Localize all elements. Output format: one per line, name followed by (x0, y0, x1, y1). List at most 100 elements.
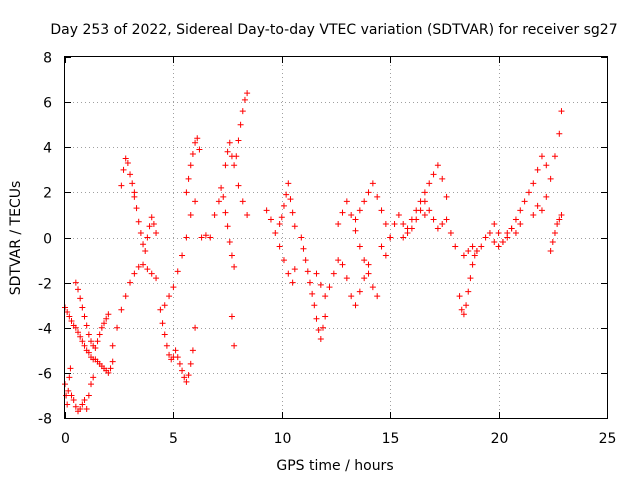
data-point (285, 180, 292, 187)
data-point (421, 189, 428, 196)
data-point (72, 279, 79, 286)
data-point (105, 311, 112, 318)
data-point (231, 263, 238, 270)
data-point (198, 234, 205, 241)
data-point (67, 365, 74, 372)
y-tick-label: 0 (43, 232, 52, 248)
data-point (68, 392, 75, 399)
data-point (547, 175, 554, 182)
data-point (142, 248, 149, 255)
data-point (235, 137, 242, 144)
data-point (408, 216, 415, 223)
data-point (189, 151, 196, 158)
data-point (96, 331, 103, 338)
data-point (172, 347, 179, 354)
data-point (272, 229, 279, 236)
data-point (233, 153, 240, 160)
series-19 (378, 198, 428, 259)
series-1 (62, 365, 97, 415)
data-point (276, 243, 283, 250)
data-point (133, 205, 140, 212)
data-point (465, 248, 472, 255)
data-point (278, 214, 285, 221)
data-point (224, 223, 231, 230)
data-point (81, 396, 88, 403)
data-point (538, 207, 545, 214)
data-point (226, 239, 233, 246)
data-point (237, 121, 244, 128)
data-point (348, 293, 355, 300)
data-point (211, 211, 218, 218)
data-point (543, 162, 550, 169)
data-point (434, 225, 441, 232)
data-point (443, 216, 450, 223)
data-point (166, 351, 173, 358)
data-point (79, 338, 86, 345)
x-tick-label: 10 (274, 431, 292, 447)
plot-frame (64, 56, 608, 419)
data-point (166, 293, 173, 300)
data-point (85, 392, 92, 399)
data-point (365, 261, 372, 268)
data-point (335, 257, 342, 264)
axis-ticks (65, 57, 608, 419)
data-point (311, 302, 318, 309)
data-point (244, 211, 251, 218)
data-point (365, 270, 372, 277)
data-point (183, 189, 190, 196)
data-point (374, 293, 381, 300)
data-point (135, 263, 142, 270)
data-point (228, 313, 235, 320)
data-point (291, 223, 298, 230)
series-23 (460, 220, 524, 259)
data-point (263, 207, 270, 214)
data-point (473, 248, 480, 255)
data-point (482, 234, 489, 241)
data-point (309, 290, 316, 297)
series-22 (456, 248, 480, 318)
data-point (124, 160, 131, 167)
series-9 (198, 184, 238, 270)
data-point (127, 171, 134, 178)
series-20 (400, 162, 450, 241)
data-point (161, 302, 168, 309)
data-point (174, 268, 181, 275)
data-point (235, 182, 242, 189)
data-point (556, 130, 563, 137)
data-point (486, 229, 493, 236)
data-point (118, 306, 125, 313)
data-point (374, 193, 381, 200)
data-point (478, 243, 485, 250)
data-point (183, 378, 190, 385)
data-point (109, 358, 116, 365)
data-point (382, 220, 389, 227)
series-25 (530, 108, 565, 218)
data-point (79, 401, 86, 408)
data-point (239, 108, 246, 115)
data-point (467, 275, 474, 282)
data-point (491, 239, 498, 246)
data-point (491, 220, 498, 227)
data-point (343, 198, 350, 205)
data-point (504, 234, 511, 241)
data-point (267, 216, 274, 223)
data-point (298, 234, 305, 241)
series-4 (118, 155, 138, 196)
series-21 (421, 207, 459, 250)
data-point (64, 308, 71, 315)
data-point (322, 313, 329, 320)
y-tick-label: 8 (43, 51, 52, 67)
data-point (224, 148, 231, 155)
series-2 (72, 279, 112, 352)
data-point (105, 369, 112, 376)
data-point (85, 331, 92, 338)
data-point (103, 315, 110, 322)
data-point (148, 214, 155, 221)
data-point (153, 275, 160, 282)
data-point (538, 153, 545, 160)
data-point (330, 270, 337, 277)
data-point (534, 166, 541, 173)
data-point (157, 306, 164, 313)
data-point (131, 270, 138, 277)
